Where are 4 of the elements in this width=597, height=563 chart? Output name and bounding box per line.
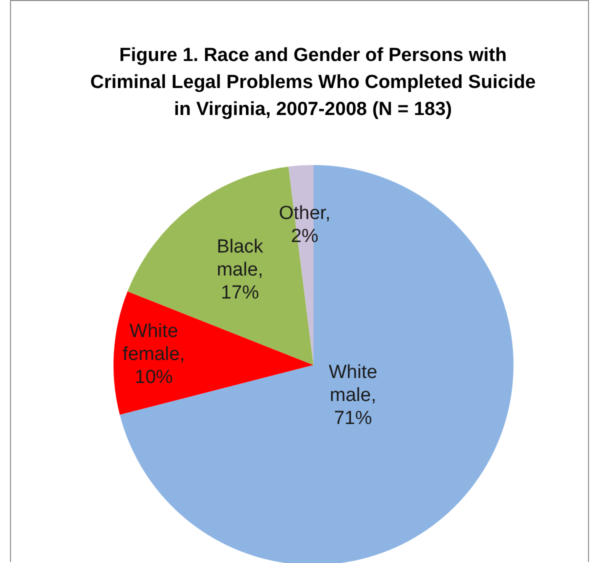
slice-label: White female, 10%: [122, 321, 185, 388]
chart-title: Figure 1. Race and Gender of Persons with Criminal Legal Problems Who Completed Suicide in Virginia, 2007-2008 (N = 183): [89, 44, 537, 122]
slice-label: Black male, 17%: [216, 236, 264, 304]
slice-label: White male, 71%: [328, 362, 378, 429]
